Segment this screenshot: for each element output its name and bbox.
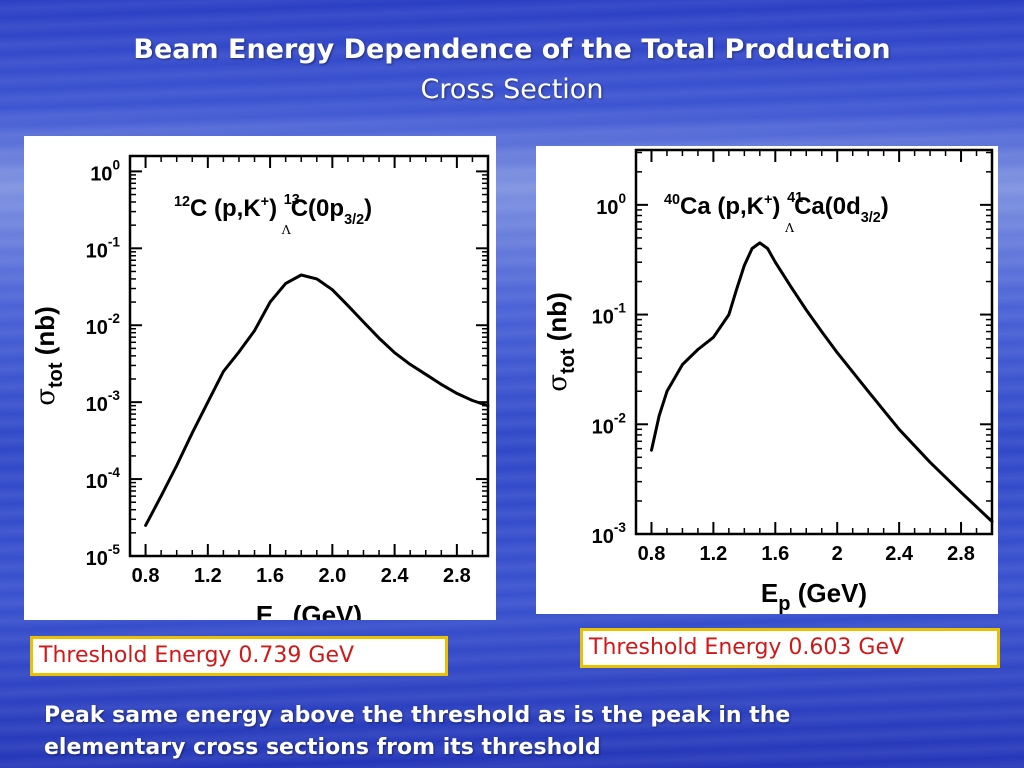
plot-frame (634, 148, 994, 536)
cross-section-chart-calcium: 100 10-1 10-2 10-3 0.8 1.2 1.6 2 2.4 2.8 Ep (GeV) σ… (542, 148, 994, 614)
cross-section-curve (650, 241, 994, 523)
slide-title: Beam Energy Dependence of the Total Prod… (0, 30, 1024, 110)
y-tick-label: 10-1 (592, 301, 627, 329)
x-tick-label: 0.8 (132, 565, 160, 587)
threshold-energy-label-carbon: Threshold Energy 0.739 GeV (30, 636, 448, 676)
y-tick-label: 100 (90, 157, 120, 185)
title-line-1: Beam Energy Dependence of the Total Prod… (133, 34, 891, 65)
reaction-label: 12C (p,K+) 13 ΛC(0p3/2) (174, 192, 372, 237)
x-tick-label: 1.2 (194, 565, 222, 587)
y-tick-label: 100 (596, 191, 626, 219)
title-line-2: Cross Section (420, 74, 604, 105)
y-tick-label: 10-1 (86, 234, 121, 262)
x-tick-label: 2.4 (381, 565, 410, 587)
x-axis-label: Ep (GeV) (256, 600, 362, 620)
y-tick-label: 10-3 (592, 520, 627, 548)
x-tick-label: 2.8 (443, 565, 471, 587)
footer-line-1: Peak same energy above the threshold as … (44, 703, 791, 728)
y-tick-label: 10-3 (86, 388, 121, 416)
x-tick-label: 0.8 (638, 543, 666, 565)
y-axis-label: σtot (nb) (30, 306, 67, 406)
footer-line-2: elementary cross sections from its thres… (44, 735, 601, 760)
y-axis-label: σtot (nb) (542, 292, 579, 392)
x-axis-label: Ep (GeV) (761, 578, 867, 614)
reaction-label: 40Ca (p,K+) 41 ΛCa(0d3/2) (664, 190, 889, 235)
chart-panel-calcium: 100 10-1 10-2 10-3 0.8 1.2 1.6 2 2.4 2.8 Ep (GeV) σ… (536, 146, 998, 614)
chart-panel-carbon: 100 10-1 10-2 10-3 10-4 10-5 0.8 1.2 1.6 2.0 2.4 2.… (24, 136, 496, 620)
x-tick-label: 2.8 (947, 543, 975, 565)
cross-section-chart-carbon: 100 10-1 10-2 10-3 10-4 10-5 0.8 1.2 1.6 2.0 2.4 2.… (30, 154, 490, 620)
x-tick-label: 2.4 (885, 543, 914, 565)
y-tick-label: 10-2 (592, 410, 627, 438)
y-tick-label: 10-4 (86, 465, 121, 493)
x-tick-label: 2 (832, 543, 843, 565)
x-tick-label: 1.6 (256, 565, 284, 587)
footer-text: Peak same energy above the threshold as … (44, 700, 984, 764)
y-tick-label: 10-2 (86, 311, 121, 339)
threshold-energy-label-calcium: Threshold Energy 0.603 GeV (580, 628, 1000, 668)
x-tick-label: 1.2 (699, 543, 727, 565)
cross-section-curve (144, 273, 490, 527)
y-tick-label: 10-5 (86, 542, 121, 570)
x-tick-label: 2.0 (318, 565, 346, 587)
x-tick-label: 1.6 (761, 543, 789, 565)
